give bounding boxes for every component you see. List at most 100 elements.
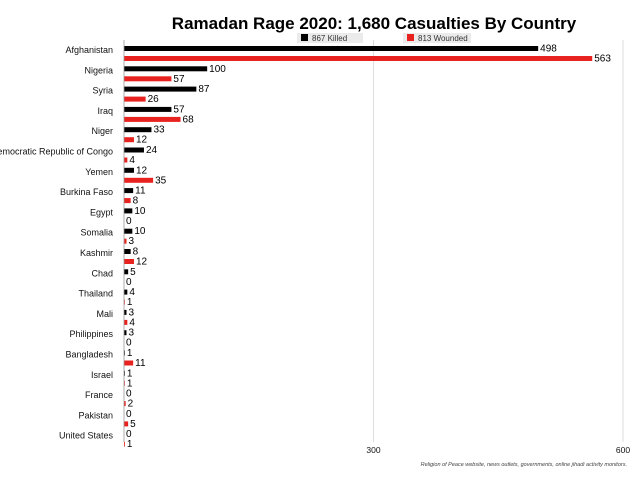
value-label-wounded: 1 [127, 378, 133, 389]
bar-wounded [124, 421, 129, 427]
category-label: Israel [91, 370, 113, 380]
category-label: Chad [91, 268, 113, 278]
value-label-wounded: 12 [136, 135, 148, 146]
value-label-killed: 57 [173, 104, 185, 115]
value-label-wounded: 3 [128, 236, 134, 247]
legend-killed-bg [297, 33, 363, 43]
bar-killed [124, 330, 127, 336]
category-label: Democratic Republic of Congo [0, 147, 113, 157]
legend-killed-swatch [301, 34, 308, 41]
category-label: France [85, 390, 113, 400]
category-label: Bangladesh [65, 350, 113, 360]
value-label-wounded: 4 [129, 155, 135, 166]
value-label-wounded: 26 [148, 94, 160, 105]
value-label-wounded: 0 [126, 216, 132, 227]
legend: 867 Killed 813 Wounded [297, 33, 471, 43]
bar-killed [124, 370, 125, 376]
category-label: United States [59, 431, 114, 441]
value-label-killed: 5 [130, 267, 136, 278]
bar-killed [124, 208, 133, 214]
gridlines [373, 40, 624, 442]
bar-killed [124, 127, 152, 133]
category-label: Mali [96, 309, 113, 319]
value-label-killed: 1 [127, 368, 133, 379]
value-label-wounded: 35 [155, 175, 167, 186]
bar-killed [124, 249, 131, 254]
value-label-wounded: 5 [130, 419, 136, 430]
source-note: Religion of Peace website, news outlets,… [421, 462, 627, 468]
x-axis-ticks: 300 600 [366, 445, 630, 455]
value-label-wounded: 12 [136, 257, 148, 268]
legend-wounded-label: 813 Wounded [418, 34, 468, 43]
category-label: Somalia [80, 228, 113, 238]
bar-killed [124, 188, 134, 194]
bar-wounded [124, 177, 154, 183]
bar-wounded [124, 401, 126, 407]
value-label-wounded: 4 [129, 317, 135, 328]
bar-killed [124, 350, 125, 356]
category-label: Pakistan [78, 410, 113, 420]
value-label-killed: 498 [540, 44, 557, 55]
bar-wounded [124, 137, 134, 143]
bar-killed [124, 269, 129, 275]
value-label-wounded: 11 [135, 358, 146, 369]
value-label-wounded: 0 [126, 338, 132, 349]
category-label: Kashmir [80, 248, 113, 258]
bar-wounded [124, 76, 172, 82]
value-label-killed: 0 [126, 389, 132, 400]
value-labels: 4985631005787265768331224412351181001038… [126, 44, 611, 451]
value-label-killed: 0 [126, 429, 132, 440]
bar-killed [124, 86, 197, 92]
bar-killed [124, 228, 133, 234]
value-label-wounded: 563 [594, 54, 611, 65]
bar-wounded [124, 319, 128, 325]
bar-wounded [124, 238, 127, 244]
bar-killed [124, 289, 128, 295]
value-label-killed: 1 [127, 348, 133, 359]
category-label: Philippines [69, 329, 113, 339]
value-label-killed: 87 [198, 84, 210, 95]
legend-killed-label: 867 Killed [312, 34, 347, 43]
category-label: Afghanistan [65, 45, 113, 55]
value-label-killed: 10 [134, 226, 146, 237]
category-label: Yemen [85, 167, 113, 177]
x-tick-label: 600 [616, 445, 630, 455]
value-label-killed: 100 [209, 64, 226, 75]
category-label: Thailand [78, 289, 113, 299]
category-label: Nigeria [84, 65, 113, 75]
bar-wounded [124, 96, 146, 102]
bar-killed [124, 66, 208, 72]
value-label-killed: 8 [133, 247, 139, 258]
value-label-killed: 3 [128, 307, 134, 318]
x-tick-label: 300 [366, 445, 380, 455]
bar-killed [124, 106, 172, 112]
value-label-killed: 12 [136, 165, 148, 176]
bar-wounded [124, 116, 181, 122]
bar-wounded [124, 299, 125, 305]
bar-wounded [124, 441, 125, 447]
bars [124, 46, 593, 447]
bar-killed [124, 309, 127, 315]
value-label-killed: 33 [153, 125, 165, 136]
category-label: Burkina Faso [60, 187, 113, 197]
value-label-killed: 10 [134, 206, 146, 217]
value-label-wounded: 1 [127, 439, 133, 450]
category-label: Niger [91, 126, 113, 136]
value-label-killed: 11 [135, 186, 146, 197]
value-label-wounded: 8 [133, 196, 139, 207]
legend-wounded-bg [403, 33, 471, 43]
value-label-wounded: 57 [173, 74, 185, 85]
category-labels: Afghanistan Nigeria Syria Iraq Niger Democrat… [0, 45, 113, 441]
category-label: Iraq [97, 106, 113, 116]
value-label-wounded: 0 [126, 277, 132, 288]
chart-title: Ramadan Rage 2020: 1,680 Casualties By C… [172, 14, 577, 33]
bar-wounded [124, 198, 131, 204]
value-label-killed: 4 [129, 287, 135, 298]
category-label: Syria [92, 86, 113, 96]
bar-wounded [124, 360, 134, 366]
bar-wounded [124, 56, 593, 61]
value-label-wounded: 1 [127, 297, 133, 308]
value-label-killed: 24 [146, 145, 158, 156]
bar-killed [124, 167, 134, 173]
